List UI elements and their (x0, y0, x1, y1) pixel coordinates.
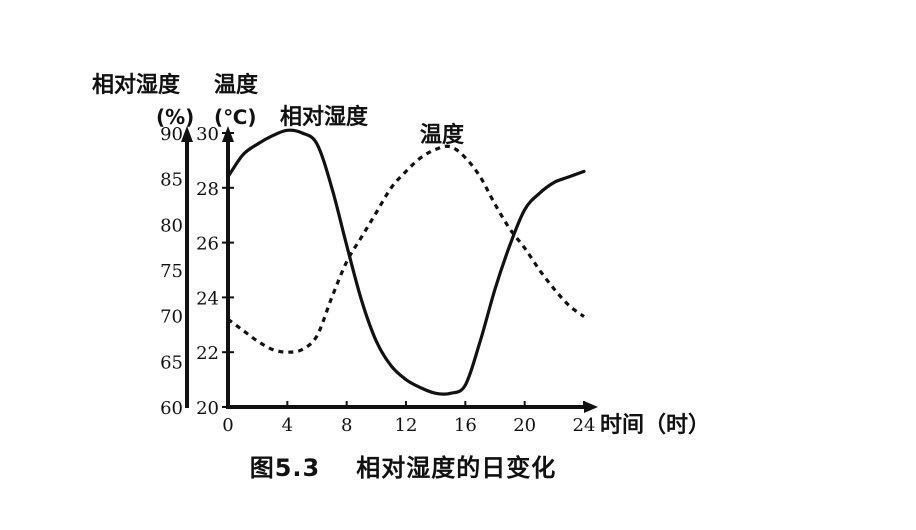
right-tick-label: 26 (196, 234, 219, 255)
left-tick-label: 85 (160, 170, 183, 191)
series-label-temperature: 温度 (420, 122, 465, 148)
left-tick-label: 75 (160, 261, 183, 282)
temperature-series-line (227, 144, 585, 354)
figure-caption: 图5.3 相对湿度的日变化 (0, 448, 916, 483)
right-axis-title-line1: 温度 (214, 72, 259, 98)
x-tick-label: 24 (573, 415, 596, 436)
caption-title: 相对湿度的日变化 (356, 454, 557, 482)
right-axis-ticks: 20 22 24 26 28 30 (196, 124, 234, 419)
left-tick-label: 65 (160, 352, 183, 373)
x-tick-label: 16 (454, 415, 477, 436)
x-tick-label: 4 (282, 415, 293, 436)
left-axis-title-line1: 相对湿度 (92, 72, 181, 98)
x-tick-label: 12 (395, 415, 418, 436)
relative-humidity-series-line (226, 128, 586, 396)
left-axis-arrow (181, 126, 193, 142)
right-axis-unit: (℃) (214, 105, 257, 129)
left-tick-label: 60 (160, 398, 183, 419)
right-tick-label: 24 (196, 288, 219, 309)
x-axis-title: 时间（时） (600, 413, 710, 438)
series-label-relative-humidity: 相对湿度 (280, 104, 369, 130)
series-group (226, 128, 586, 396)
right-tick-label: 20 (196, 398, 219, 419)
right-tick-label: 30 (196, 124, 219, 145)
caption-number: 图5.3 (249, 454, 321, 482)
x-tick-label: 20 (513, 415, 536, 436)
left-tick-label: 90 (160, 124, 183, 145)
x-axis-ticks: 0 4 8 12 16 20 24 (222, 401, 595, 436)
x-tick-label: 8 (341, 415, 352, 436)
left-tick-label: 80 (160, 215, 183, 236)
right-tick-label: 22 (196, 343, 219, 364)
left-axis-ticks: 60 65 70 75 80 85 90 (160, 124, 183, 419)
right-tick-label: 28 (196, 179, 219, 200)
x-tick-label: 0 (222, 415, 233, 436)
left-axis-unit: (%) (156, 105, 194, 129)
axes (181, 126, 598, 413)
x-axis-arrow (584, 401, 598, 413)
left-tick-label: 70 (160, 307, 183, 328)
